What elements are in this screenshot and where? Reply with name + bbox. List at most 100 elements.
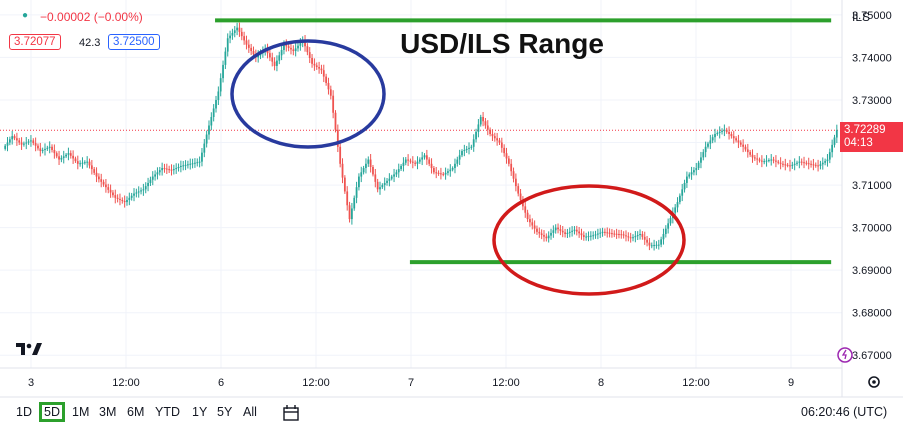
candle-body xyxy=(423,155,426,158)
settings-gear-icon[interactable] xyxy=(868,376,880,388)
timeframe-3m[interactable]: 3M xyxy=(99,405,117,419)
candle-body xyxy=(601,231,604,233)
candle-body xyxy=(639,233,641,236)
candle-body xyxy=(695,168,698,171)
current-price-label: 3.72289 xyxy=(844,124,886,137)
date-range-icon[interactable] xyxy=(283,405,299,421)
candle-body xyxy=(374,174,377,182)
candle-body xyxy=(791,164,794,166)
candle-body xyxy=(247,44,250,48)
bid-box[interactable]: 3.72077 xyxy=(9,34,61,50)
candle-body xyxy=(60,157,63,160)
candle-body xyxy=(271,57,274,62)
ask-box[interactable]: 3.72500 xyxy=(108,34,160,50)
candle-body xyxy=(229,35,231,39)
candle-body xyxy=(411,161,414,163)
candle-body xyxy=(196,162,199,164)
candle-body xyxy=(386,180,388,183)
y-tick-label: 3.73000 xyxy=(852,95,892,107)
candle-body xyxy=(350,208,353,220)
candle-body xyxy=(725,129,728,132)
candle-body xyxy=(15,138,18,141)
candle-body xyxy=(348,205,351,220)
candle-body xyxy=(606,232,609,234)
candle-body xyxy=(233,30,236,33)
events-icon[interactable] xyxy=(837,347,853,363)
candle-body xyxy=(266,48,269,54)
candle-body xyxy=(285,44,288,47)
timeframe-6m[interactable]: 6M xyxy=(127,405,145,419)
tradingview-logo xyxy=(16,343,42,355)
candle-body xyxy=(250,47,253,52)
timeframe-all[interactable]: All xyxy=(243,405,257,419)
candle-body xyxy=(770,159,773,161)
candle-body xyxy=(737,140,740,143)
candle-body xyxy=(187,164,189,166)
candle-body xyxy=(833,137,836,145)
candle-body xyxy=(674,207,677,213)
candle-body xyxy=(172,169,175,171)
candle-body xyxy=(268,53,271,58)
candle-body xyxy=(683,182,686,190)
y-tick-label: 3.71000 xyxy=(852,180,892,192)
candle-body xyxy=(163,168,166,170)
timeframe-5y[interactable]: 5Y xyxy=(217,405,233,419)
candle-body xyxy=(662,233,665,240)
candle-body xyxy=(208,125,210,135)
candle-body xyxy=(355,187,358,198)
candle-body xyxy=(336,129,339,147)
timeframe-ytd[interactable]: YTD xyxy=(155,405,180,419)
timeframe-5d[interactable]: 5D xyxy=(39,402,65,422)
candle-body xyxy=(325,76,328,83)
candle-body xyxy=(775,160,777,162)
candle-body xyxy=(100,179,103,182)
candle-body xyxy=(105,184,107,188)
candle-body xyxy=(346,191,349,206)
candle-body xyxy=(236,27,238,31)
candle-body xyxy=(599,232,602,234)
candle-body xyxy=(622,234,625,236)
timeframe-1m[interactable]: 1M xyxy=(72,405,90,419)
candle-body xyxy=(697,162,700,169)
candle-body xyxy=(144,186,147,190)
candle-body xyxy=(240,31,243,37)
candle-body xyxy=(742,144,745,147)
candle-body xyxy=(573,229,576,231)
candle-body xyxy=(238,27,241,32)
candle-body xyxy=(55,153,58,157)
candle-body xyxy=(678,195,681,203)
candle-body xyxy=(353,197,356,209)
candle-body xyxy=(367,159,370,164)
range-bottom-ellipse xyxy=(492,184,686,296)
candle-body xyxy=(25,142,28,144)
candle-body xyxy=(203,143,206,153)
candle-body xyxy=(552,230,555,233)
candle-body xyxy=(735,138,737,141)
candle-body xyxy=(526,212,529,220)
candle-body xyxy=(252,51,255,55)
candle-body xyxy=(140,190,142,192)
candle-body xyxy=(109,189,112,193)
candle-body xyxy=(475,131,477,140)
utc-clock[interactable]: 06:20:46 (UTC) xyxy=(801,405,888,419)
candle-body xyxy=(611,233,613,235)
candle-body xyxy=(531,222,534,226)
timeframe-1y[interactable]: 1Y xyxy=(192,405,208,419)
candle-body xyxy=(201,152,203,162)
candle-body xyxy=(664,228,667,234)
candle-body xyxy=(749,152,752,155)
candle-body xyxy=(821,162,824,165)
candle-body xyxy=(489,129,492,135)
candle-body xyxy=(828,152,831,160)
currency-menu[interactable]: ILS xyxy=(852,10,871,24)
timeframe-1d[interactable]: 1D xyxy=(16,405,32,419)
candle-body xyxy=(627,236,630,238)
candle-body xyxy=(215,99,217,109)
candle-body xyxy=(112,192,114,196)
candle-body xyxy=(477,124,480,132)
candle-body xyxy=(524,206,527,213)
candle-body xyxy=(554,227,557,231)
candle-body xyxy=(154,174,157,177)
candle-body xyxy=(753,157,756,159)
